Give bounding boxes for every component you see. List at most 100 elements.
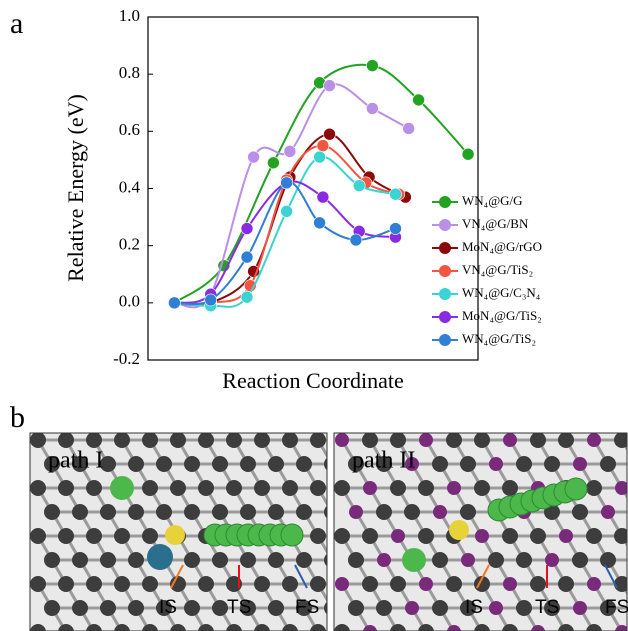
legend-label: MoN₄@G/TiS₂ — [462, 308, 542, 323]
atom — [128, 504, 144, 520]
atom — [474, 480, 490, 496]
atom — [362, 528, 378, 544]
atom — [362, 432, 378, 448]
atom — [572, 552, 588, 568]
atom — [240, 504, 256, 520]
atom — [170, 480, 186, 496]
atom — [142, 528, 158, 544]
series-line — [174, 84, 408, 307]
data-point — [462, 148, 474, 160]
atom — [334, 528, 350, 544]
data-point — [241, 223, 253, 235]
state-label: TS — [535, 597, 559, 618]
atom — [184, 552, 200, 568]
path-title: path I — [48, 448, 103, 474]
atom — [44, 504, 60, 520]
legend-label: VN₄@G/TiS₂ — [462, 262, 533, 277]
atom — [530, 528, 546, 544]
state-label: FS — [605, 597, 628, 618]
adsorbate — [110, 476, 134, 500]
atom — [198, 576, 214, 592]
atom — [475, 529, 489, 543]
atom — [296, 504, 312, 520]
atom — [198, 480, 214, 496]
atom — [348, 552, 364, 568]
atom — [170, 432, 186, 448]
data-point — [241, 291, 253, 303]
legend-marker — [439, 311, 451, 323]
data-point — [413, 94, 425, 106]
data-point — [241, 251, 253, 263]
panel-label: a — [10, 7, 23, 40]
atom — [390, 432, 406, 448]
atom — [156, 456, 172, 472]
atom — [310, 480, 326, 496]
atom — [100, 504, 116, 520]
legend-marker — [439, 219, 451, 231]
atom — [460, 456, 476, 472]
y-axis-label: Relative Energy (eV) — [63, 94, 88, 282]
data-point — [350, 234, 362, 246]
series-line — [174, 182, 395, 304]
data-point — [403, 122, 415, 134]
atom — [446, 576, 462, 592]
data-point — [284, 145, 296, 157]
atom — [156, 504, 172, 520]
atom — [226, 432, 242, 448]
atom — [282, 480, 298, 496]
atom — [418, 528, 434, 544]
atom — [474, 432, 490, 448]
atom — [600, 456, 616, 472]
atom — [268, 600, 284, 616]
atom — [489, 601, 503, 615]
plot-frame — [148, 17, 478, 360]
data-point — [168, 297, 180, 309]
atom — [335, 577, 349, 591]
atom — [128, 552, 144, 568]
atom — [282, 432, 298, 448]
atom — [600, 552, 616, 568]
data-point — [366, 102, 378, 114]
atom — [58, 432, 74, 448]
atom — [86, 480, 102, 496]
atom — [212, 456, 228, 472]
atom — [58, 576, 74, 592]
atom — [268, 552, 284, 568]
atom — [391, 529, 405, 543]
state-label: FS — [295, 597, 319, 618]
atom — [418, 480, 434, 496]
atom — [100, 552, 116, 568]
data-point — [317, 140, 329, 152]
atom — [432, 600, 448, 616]
y-tick-label: 0.4 — [119, 177, 141, 196]
atom — [72, 504, 88, 520]
atom — [544, 456, 560, 472]
atom — [114, 528, 130, 544]
atom — [489, 457, 503, 471]
atom — [348, 600, 364, 616]
atom — [86, 528, 102, 544]
atom — [376, 504, 392, 520]
atom — [390, 480, 406, 496]
atom — [362, 576, 378, 592]
atom — [530, 432, 546, 448]
atom — [502, 480, 518, 496]
atom — [558, 432, 574, 448]
atom — [142, 576, 158, 592]
atom — [376, 600, 392, 616]
atom — [86, 432, 102, 448]
legend-marker — [439, 288, 451, 300]
atom — [461, 553, 475, 567]
legend-marker — [439, 334, 451, 346]
legend-marker — [439, 265, 451, 277]
atom — [503, 433, 517, 447]
legend-label: WN₄@G/C₃N₄ — [462, 285, 541, 300]
atom — [310, 432, 326, 448]
legend-marker — [439, 242, 451, 254]
legend-label: MoN₄@G/rGO — [462, 239, 542, 254]
data-point — [390, 223, 402, 235]
atom — [212, 504, 228, 520]
atom — [587, 433, 601, 447]
atom — [30, 432, 46, 448]
